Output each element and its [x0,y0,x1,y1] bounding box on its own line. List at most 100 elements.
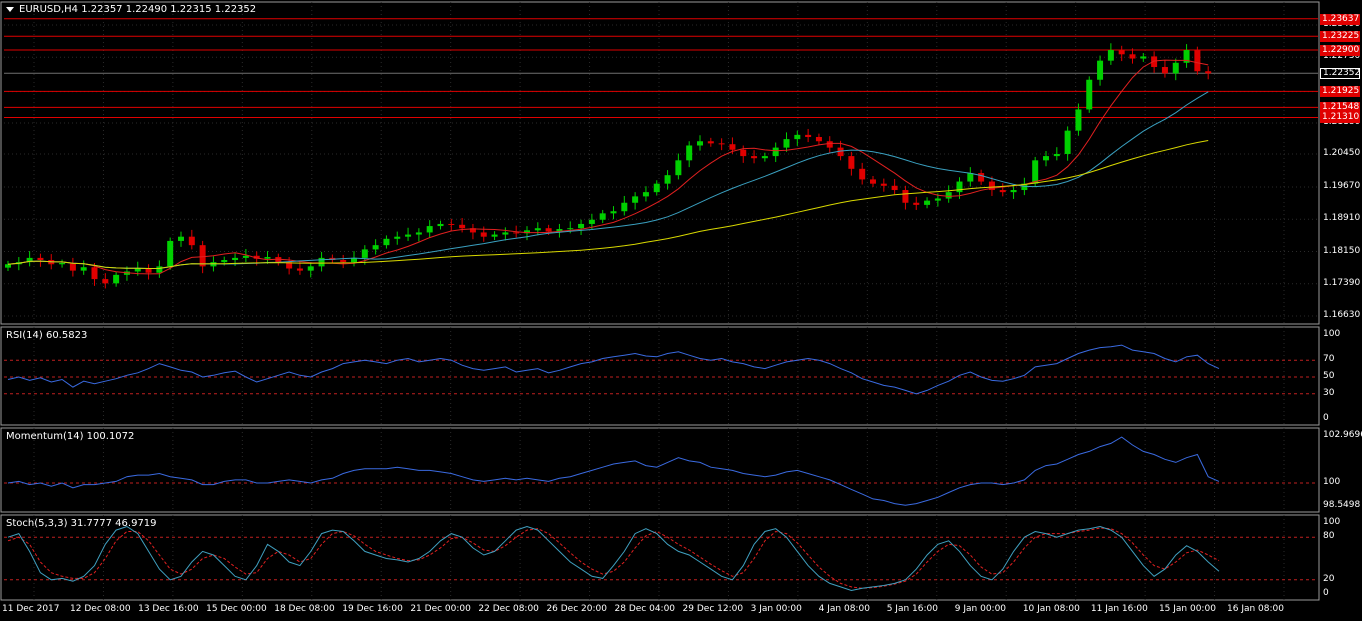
candle-body [1064,130,1071,154]
candle-body [59,262,66,265]
candle-body [837,147,844,157]
price-label: 1.20450 [1323,147,1361,158]
candle-body [37,257,44,261]
indicator-scale-label: 0 [1323,413,1329,423]
candle-body [751,156,758,159]
candle-body [880,183,887,186]
candle-body [967,173,974,182]
candle-body [351,257,357,263]
indicator-scale-label: 100 [1323,517,1341,527]
candle-body [1140,56,1147,59]
candle-body [1032,160,1039,184]
candle-body [675,160,682,176]
candle-body [448,223,455,225]
pane-border [0,514,1320,601]
candle-body [556,229,563,232]
candle-body [286,262,293,269]
candle-body [578,223,585,229]
candle-body [113,274,120,284]
time-label: 11 Dec 2017 [2,604,60,614]
candle-body [1053,153,1060,157]
rsi-line [7,344,1220,395]
candle-body [156,266,163,273]
candle-body [415,232,422,235]
candle-body [664,175,671,184]
candle-body [1118,50,1125,55]
time-label: 12 Dec 08:00 [70,604,131,614]
candle-body [545,228,552,232]
momentum-pane [4,436,1318,506]
chart-frame [0,1,1320,601]
candle-body [1172,62,1179,74]
candle-body [469,228,476,233]
time-label: 15 Dec 00:00 [206,604,267,614]
time-label: 26 Dec 20:00 [546,604,607,614]
candle-body [815,137,822,142]
candle-body [1043,156,1049,161]
momentum-title: Momentum(14) 100.1072 [6,431,135,442]
candle-body [383,238,390,246]
candle-body [1194,50,1201,72]
price-label: 1.22730 [1323,51,1361,62]
rsi-pane [4,344,1318,395]
candle-body [729,144,736,150]
level-price-tag[interactable]: 1.22900 [1320,45,1360,57]
moving-averages [7,59,1209,275]
candle-body [707,141,714,144]
time-label: 3 Jan 00:00 [750,604,802,614]
candle-body [1151,56,1158,68]
candle-body [772,147,779,157]
candle-body [1075,109,1082,131]
candle-body [1097,60,1104,80]
time-label: 28 Dec 04:00 [614,604,676,614]
time-label: 16 Jan 08:00 [1227,604,1284,614]
candle-body [1183,50,1190,63]
candle-body [761,156,768,159]
stoch-pane [4,525,1318,592]
candle-body [870,179,876,184]
time-label: 13 Dec 16:00 [138,604,199,614]
candle-body [372,245,379,250]
level-price-tag[interactable]: 1.21548 [1320,102,1360,114]
candle-body [534,228,541,231]
candle-body [513,232,520,234]
time-label: 5 Jan 16:00 [886,604,938,614]
candle-body [459,224,466,229]
indicator-scale-label: 70 [1323,354,1335,365]
level-price-tag[interactable]: 1.21925 [1320,86,1360,98]
price-label: 1.17390 [1323,277,1361,288]
candle-body [480,232,487,237]
candle-body [1129,54,1136,59]
candle-body [653,183,660,193]
time-label: 19 Dec 16:00 [342,604,403,614]
candle-body [69,262,76,271]
dropdown-triangle-icon[interactable] [6,6,14,12]
candle-body [902,190,909,203]
candle-body [221,260,228,263]
candle-body [134,268,141,272]
indicator-scale-label: 80 [1323,531,1335,542]
candle-body [5,264,11,268]
horizontal-levels[interactable] [4,18,1318,118]
momentum-line [7,436,1220,506]
indicator-scale-label: 0 [1323,588,1329,598]
symbol-title[interactable]: EURUSD,H4 1.22357 1.22490 1.22315 1.2235… [6,4,256,16]
level-price-tag[interactable]: 1.23225 [1320,31,1360,43]
candle-body [1107,50,1114,61]
candle-body [318,257,325,267]
indicator-scale-label: 50 [1323,371,1335,381]
candle-body [740,149,747,157]
current-price-tag: 1.22352 [1320,68,1360,80]
pane-border [0,326,1320,426]
candle-body [178,236,184,241]
level-price-tag[interactable]: 1.23637 [1320,13,1360,25]
candle-body [102,279,109,284]
rsi-title: RSI(14) 60.5823 [6,330,88,341]
price-label: 1.18910 [1323,213,1361,224]
level-price-tag[interactable]: 1.21310 [1320,112,1360,124]
candle-body [621,202,628,212]
candle-body [848,156,855,169]
candle-body [610,211,617,214]
candle-body [188,236,195,246]
